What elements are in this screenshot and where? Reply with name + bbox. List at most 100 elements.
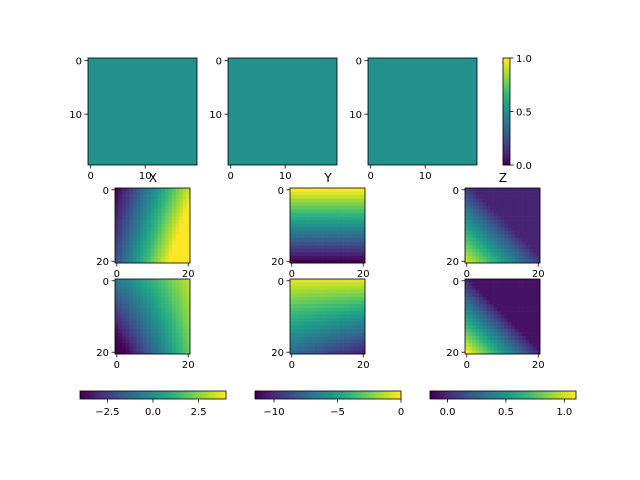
heatmap-cell — [115, 329, 119, 333]
heatmap-cell — [147, 188, 152, 192]
colorbar-segment — [503, 147, 510, 150]
heatmap-cell — [175, 241, 180, 246]
heatmap-cell — [161, 241, 166, 246]
heatmap-cell — [522, 289, 527, 294]
heatmap-cell — [168, 329, 173, 333]
heatmap-cell — [179, 314, 184, 319]
heatmap-cell — [307, 336, 312, 341]
heatmap-cell — [182, 205, 187, 210]
panel-title: Y — [323, 171, 332, 185]
heatmap-cell — [150, 202, 155, 207]
heatmap-cell — [297, 325, 302, 330]
colorbar-segment — [376, 391, 380, 399]
heatmap-cell — [493, 191, 498, 196]
heatmap-cell — [361, 279, 366, 283]
heatmap-cell — [115, 346, 119, 351]
heatmap-cell — [332, 325, 337, 330]
heatmap-cell — [340, 307, 344, 312]
heatmap-cell — [143, 245, 148, 250]
heatmap-cell — [475, 198, 480, 203]
heatmap-cell — [336, 241, 341, 246]
heatmap-cell — [518, 289, 523, 294]
heatmap-cell — [293, 234, 298, 239]
heatmap-cell — [511, 296, 516, 301]
heatmap-cell — [318, 241, 323, 246]
heatmap-cell — [522, 286, 527, 291]
colorbar-segment — [123, 391, 127, 399]
heatmap-cell — [332, 339, 337, 344]
heatmap-cell — [168, 332, 173, 337]
colorbar-segment — [213, 391, 217, 399]
heatmap-cell — [315, 350, 319, 355]
heatmap-cell — [486, 300, 491, 305]
heatmap-cell — [475, 202, 480, 207]
heatmap-cell — [536, 279, 541, 283]
heatmap-cell — [315, 248, 319, 253]
heatmap-cell — [343, 293, 348, 298]
heatmap-cell — [125, 205, 130, 210]
heatmap-cell — [304, 332, 309, 337]
heatmap-cell — [136, 300, 141, 305]
heatmap-cell — [511, 223, 516, 228]
heatmap-cell — [493, 304, 498, 308]
colorbar-segment — [517, 391, 521, 399]
heatmap-cell — [175, 336, 180, 341]
heatmap-cell — [504, 230, 509, 235]
heatmap-cell — [511, 252, 516, 257]
heatmap-cell — [479, 314, 484, 319]
heatmap-cell — [290, 314, 294, 319]
heatmap-cell — [504, 318, 509, 323]
heatmap-cell — [122, 238, 127, 242]
heatmap-cell — [122, 241, 127, 246]
heatmap-cell — [154, 252, 159, 257]
colorbar-segment — [84, 391, 88, 399]
heatmap-cell — [157, 248, 162, 253]
heatmap-cell — [157, 343, 162, 348]
heatmap-cell — [147, 321, 152, 326]
colorbar-segment — [561, 391, 565, 399]
colorbar-segment — [503, 136, 510, 139]
heatmap-cell — [529, 245, 534, 250]
heatmap-cell — [475, 241, 480, 246]
heatmap-cell — [322, 259, 327, 264]
heatmap-cell — [347, 191, 352, 196]
heatmap-cell — [340, 332, 344, 337]
heatmap-cell — [336, 321, 341, 326]
x-tick-label: 20 — [532, 360, 545, 371]
heatmap-cell — [143, 234, 148, 239]
heatmap-cell — [297, 198, 302, 203]
y-tick-label: 0 — [76, 57, 82, 68]
heatmap-cell — [322, 293, 327, 298]
heatmap-cell — [150, 216, 155, 221]
heatmap-cell — [490, 296, 494, 301]
colorbar-segment — [563, 391, 567, 399]
heatmap-cell — [529, 286, 534, 291]
heatmap-cell — [300, 293, 305, 298]
colorbar-segment — [503, 141, 510, 144]
heatmap-cell — [468, 220, 473, 225]
heatmap-cell — [465, 252, 469, 257]
heatmap-cell — [472, 227, 477, 232]
heatmap-cell — [522, 205, 527, 210]
heatmap-cell — [361, 311, 366, 316]
heatmap-cell — [511, 339, 516, 344]
colorbar-segment — [325, 391, 329, 399]
heatmap-cell — [468, 230, 473, 235]
heatmap-cell — [168, 296, 173, 301]
colorbar-segment — [116, 391, 120, 399]
heatmap-cell — [515, 252, 519, 257]
heatmap-cell — [182, 314, 187, 319]
heatmap-cell — [504, 248, 509, 253]
heatmap-cell — [315, 296, 319, 301]
heatmap-cell — [143, 321, 148, 326]
heatmap-cell — [140, 321, 144, 326]
heatmap-cell — [179, 213, 184, 217]
heatmap-cell — [115, 230, 119, 235]
heatmap-cell — [318, 227, 323, 232]
heatmap-cell — [304, 241, 309, 246]
heatmap-cell — [479, 325, 484, 330]
heatmap-cell — [300, 213, 305, 217]
heatmap-cell — [297, 279, 302, 283]
heatmap-cell — [529, 350, 534, 355]
colorbar-segment — [259, 391, 263, 399]
